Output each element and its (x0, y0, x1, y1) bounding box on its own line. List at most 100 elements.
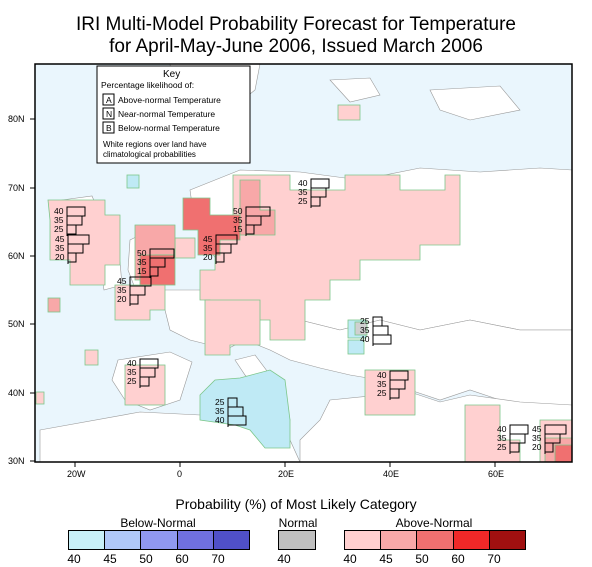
forecast-value: 20 (532, 442, 542, 452)
lat-label-60n: 60N (8, 251, 25, 261)
below-tick-60: 60 (175, 552, 189, 566)
legend-normal-label: Normal (278, 516, 318, 530)
forecast-value: 45 (117, 276, 127, 286)
longitude-axis: 20W 0 20E 40E 60E (67, 462, 504, 479)
legend-above-label: Above-Normal (395, 516, 473, 530)
lon-label-20w: 20W (67, 469, 86, 479)
above-tick-40: 40 (343, 552, 357, 566)
lon-label-40e: 40E (383, 469, 399, 479)
forecast-value: 45 (203, 234, 213, 244)
forecast-value: 35 (377, 379, 387, 389)
forecast-value: 40 (298, 178, 308, 188)
forecast-value: 25 (298, 196, 308, 206)
forecast-value: 35 (203, 243, 213, 253)
forecast-value: 15 (137, 266, 147, 276)
forecast-value: 25 (377, 388, 387, 398)
forecast-value: 20 (55, 252, 65, 262)
forecast-value: 40 (54, 206, 64, 216)
below-swatch-1 (105, 531, 142, 549)
forecast-value: 35 (298, 187, 308, 197)
forecast-value: 45 (532, 424, 542, 434)
lat-label-40n: 40N (8, 388, 25, 398)
normal-tick-40: 40 (277, 552, 291, 566)
above-swatch-1 (381, 531, 418, 549)
key-label-above: Above-normal Temperature (118, 95, 221, 105)
map-title-line1: IRI Multi-Model Probability Forecast for… (76, 14, 516, 35)
forecast-value: 25 (215, 397, 225, 407)
below-swatch-3 (177, 531, 214, 549)
key-subheading: Percentage likelihood of: (101, 80, 194, 90)
forecast-value: 40 (497, 424, 507, 434)
above-tick-70: 70 (487, 552, 501, 566)
below-swatch-0 (69, 531, 106, 549)
below-swatch-2 (141, 531, 178, 549)
legend-below-label: Below-Normal (120, 516, 196, 530)
key-box: Key Percentage likelihood of: A Above-no… (96, 65, 251, 164)
forecast-value: 20 (117, 294, 127, 304)
forecast-value: 35 (55, 243, 65, 253)
lon-label-20e: 20E (278, 469, 294, 479)
lon-label-0: 0 (177, 469, 182, 479)
below-tick-45: 45 (103, 552, 117, 566)
forecast-value: 40 (127, 358, 137, 368)
above-swatch-3 (453, 531, 490, 549)
forecast-value: 15 (233, 224, 243, 234)
latitude-axis: 80N 70N 60N 50N 40N 30N (8, 114, 35, 466)
forecast-value: 35 (137, 257, 147, 267)
below-tick-70: 70 (211, 552, 225, 566)
below-tick-50: 50 (139, 552, 153, 566)
map-frame (34, 63, 573, 463)
lat-label-30n: 30N (8, 456, 25, 466)
forecast-value: 25 (127, 376, 137, 386)
key-label-below: Below-normal Temperature (118, 123, 220, 133)
above-swatch-2 (417, 531, 454, 549)
forecast-value: 35 (497, 433, 507, 443)
forecast-value: 20 (203, 252, 213, 262)
legend-title: Probability (%) of Most Likely Category (175, 496, 417, 512)
forecast-value: 35 (215, 406, 225, 416)
normal-region (354, 321, 368, 336)
forecast-value: 40 (215, 415, 225, 425)
forecast-value: 35 (54, 215, 64, 225)
above-tick-50: 50 (415, 552, 429, 566)
forecast-value: 25 (54, 224, 64, 234)
above-swatch-0 (345, 531, 382, 549)
key-letter-a: A (106, 95, 112, 105)
forecast-value: 25 (497, 442, 507, 452)
forecast-value: 40 (360, 334, 370, 344)
forecast-value: 25 (360, 316, 370, 326)
forecast-value: 35 (360, 325, 370, 335)
lon-label-60e: 60E (488, 469, 504, 479)
key-note-line1: White regions over land have (103, 140, 207, 149)
forecast-value: 40 (377, 370, 387, 380)
above-tick-60: 60 (451, 552, 465, 566)
forecast-value: 50 (233, 206, 243, 216)
forecast-value: 35 (532, 433, 542, 443)
legend-above-swatches (344, 530, 526, 550)
legend-below-swatches (68, 530, 250, 550)
key-letter-n: N (106, 109, 112, 119)
forecast-value: 35 (233, 215, 243, 225)
forecast-value: 35 (127, 367, 137, 377)
key-letter-b: B (106, 123, 112, 133)
lat-label-80n: 80N (8, 114, 25, 124)
above-swatch-4 (489, 531, 526, 549)
lat-label-50n: 50N (8, 319, 25, 329)
above-tick-45: 45 (379, 552, 393, 566)
below-swatch-4 (213, 531, 250, 549)
forecast-value: 35 (117, 285, 127, 295)
above-normal-40-regions (35, 104, 572, 462)
